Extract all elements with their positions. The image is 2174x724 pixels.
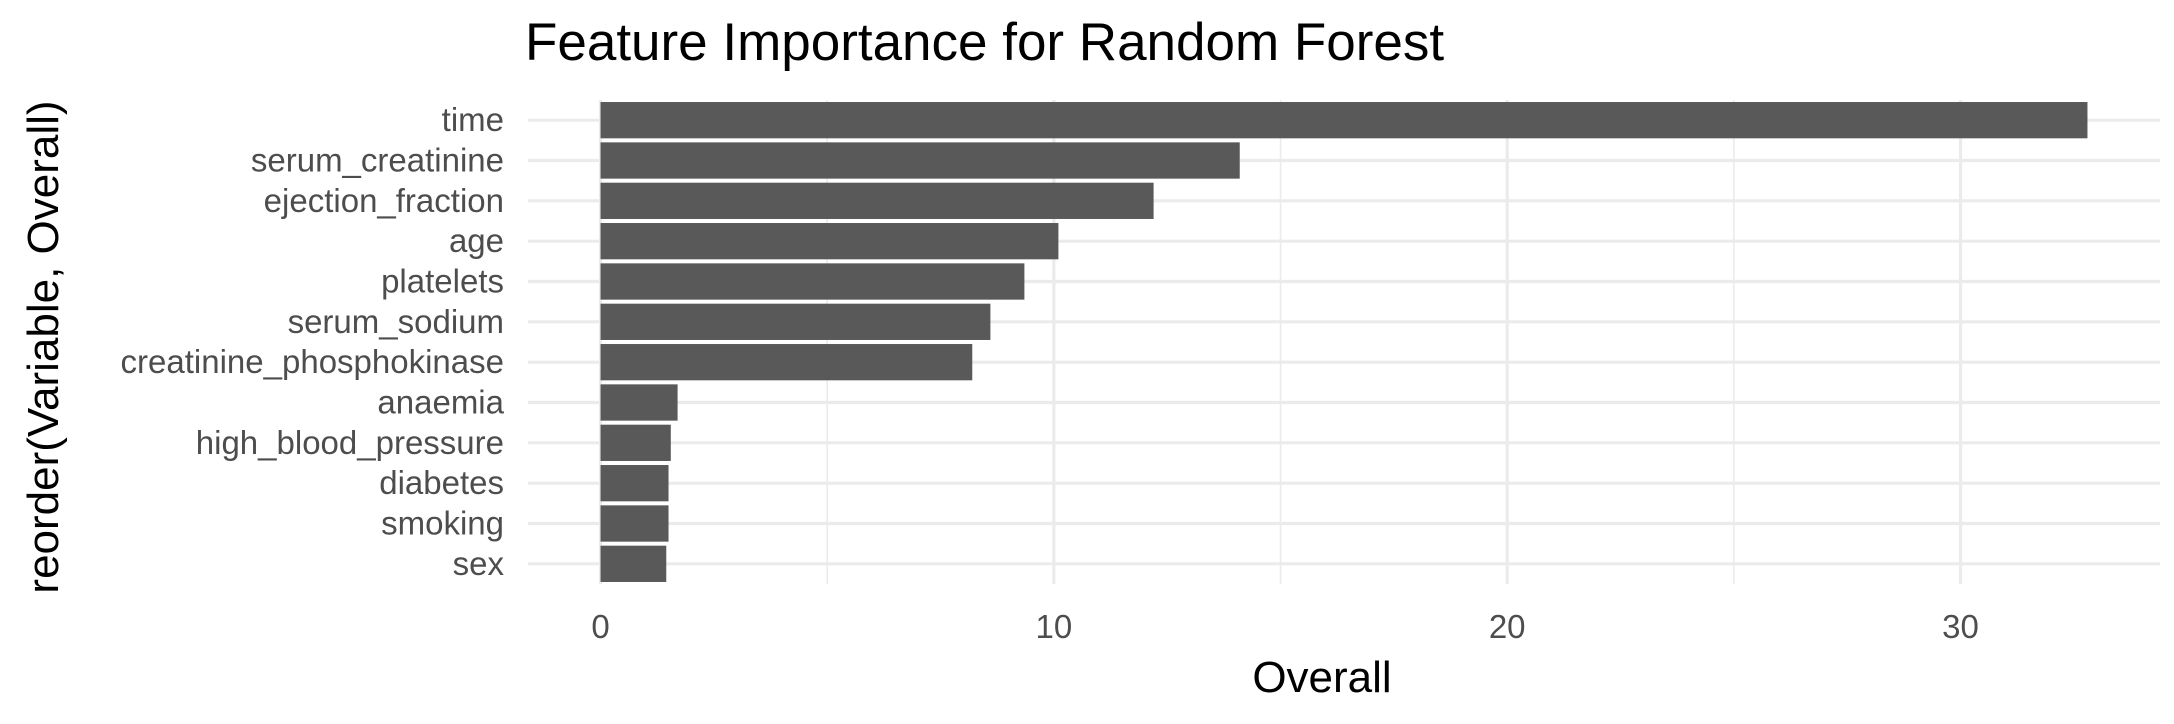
chart-title: Feature Importance for Random Forest bbox=[525, 13, 1444, 72]
x-tick-label: 20 bbox=[1489, 608, 1526, 645]
bar-ejection_fraction bbox=[600, 182, 1154, 219]
y-tick-label: time bbox=[442, 101, 504, 138]
y-tick-label: anaemia bbox=[377, 384, 504, 421]
y-tick-label: sex bbox=[453, 545, 505, 582]
y-tick-label: ejection_fraction bbox=[264, 182, 504, 219]
y-tick-label: smoking bbox=[381, 505, 504, 542]
y-axis-title: reorder(Variable, Overall) bbox=[19, 100, 68, 593]
x-tick-labels: 0 10 20 30 bbox=[591, 608, 1979, 645]
x-tick-label: 0 bbox=[591, 608, 609, 645]
y-tick-label: serum_creatinine bbox=[251, 142, 504, 179]
x-tick-label: 10 bbox=[1036, 608, 1073, 645]
y-tick-labels: time serum_creatinineejection_fractionage… bbox=[121, 101, 505, 582]
x-tick-label: 30 bbox=[1942, 608, 1979, 645]
bar-serum_sodium bbox=[600, 303, 991, 340]
bar-sex bbox=[600, 545, 667, 582]
bars bbox=[600, 102, 2088, 582]
bar-age bbox=[600, 223, 1059, 260]
bar-smoking bbox=[600, 505, 669, 542]
bar-high_blood_pressure bbox=[600, 424, 671, 461]
y-tick-label: creatinine_phosphokinase bbox=[121, 343, 504, 380]
y-tick-label: high_blood_pressure bbox=[196, 424, 504, 461]
bar-anaemia bbox=[600, 384, 678, 421]
y-tick-label: serum_sodium bbox=[288, 303, 504, 340]
bar-diabetes bbox=[600, 465, 669, 502]
y-tick-label: age bbox=[449, 222, 504, 259]
bar-creatinine_phosphokinase bbox=[600, 344, 973, 381]
x-axis-title: Overall bbox=[1252, 653, 1391, 702]
y-tick-label: diabetes bbox=[379, 464, 504, 501]
bar-time bbox=[600, 102, 2088, 139]
y-tick-label: platelets bbox=[381, 263, 504, 300]
bar-serum_creatinine bbox=[600, 142, 1240, 179]
bar-platelets bbox=[600, 263, 1025, 300]
